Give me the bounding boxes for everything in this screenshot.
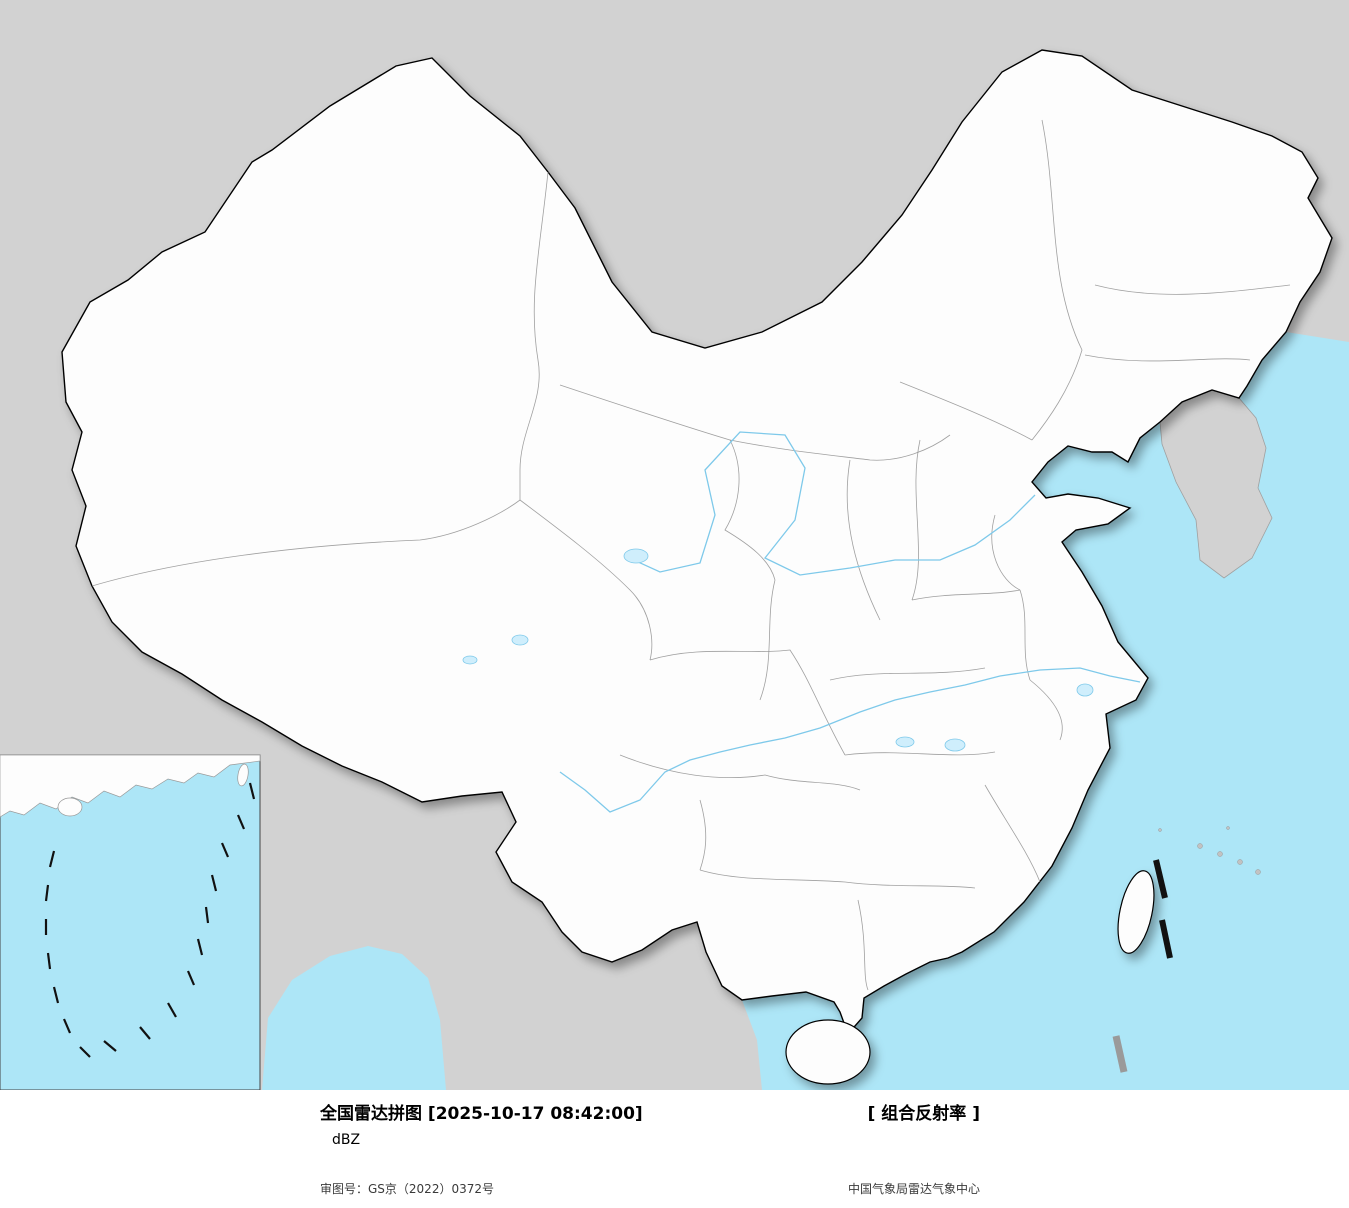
hainan-island [785, 1019, 871, 1085]
rivers [462, 431, 1141, 813]
inset-dash-line [44, 782, 256, 1058]
agency-name: 中国气象局雷达气象中心 [847, 1182, 980, 1196]
inset-map [0, 754, 261, 1090]
color-scale-values [320, 1152, 980, 1170]
taiwan-island [1117, 870, 1155, 954]
radar-map-canvas [0, 0, 1349, 1090]
china-landmass-group [61, 49, 1333, 1085]
china-outline [61, 49, 1333, 1036]
product-label: [ 组合反射率 ] [867, 1104, 980, 1124]
unit-label: dBZ [332, 1132, 361, 1148]
boundary-dashes [1112, 859, 1173, 1073]
sea-bay-of-bengal [262, 946, 446, 1090]
legend-panel: 全国雷达拼图 [2025-10-17 08:42:00] [ 组合反射率 ] d… [0, 1090, 1349, 1208]
inset-hainan [57, 797, 83, 817]
province-borders [91, 119, 1291, 991]
map-title: 全国雷达拼图 [2025-10-17 08:42:00] [320, 1104, 643, 1124]
approval-number: 审图号：GS京（2022）0372号 [320, 1182, 494, 1196]
inset-frame [0, 754, 261, 1090]
inset-taiwan [237, 763, 249, 787]
small-islands [1158, 826, 1261, 875]
